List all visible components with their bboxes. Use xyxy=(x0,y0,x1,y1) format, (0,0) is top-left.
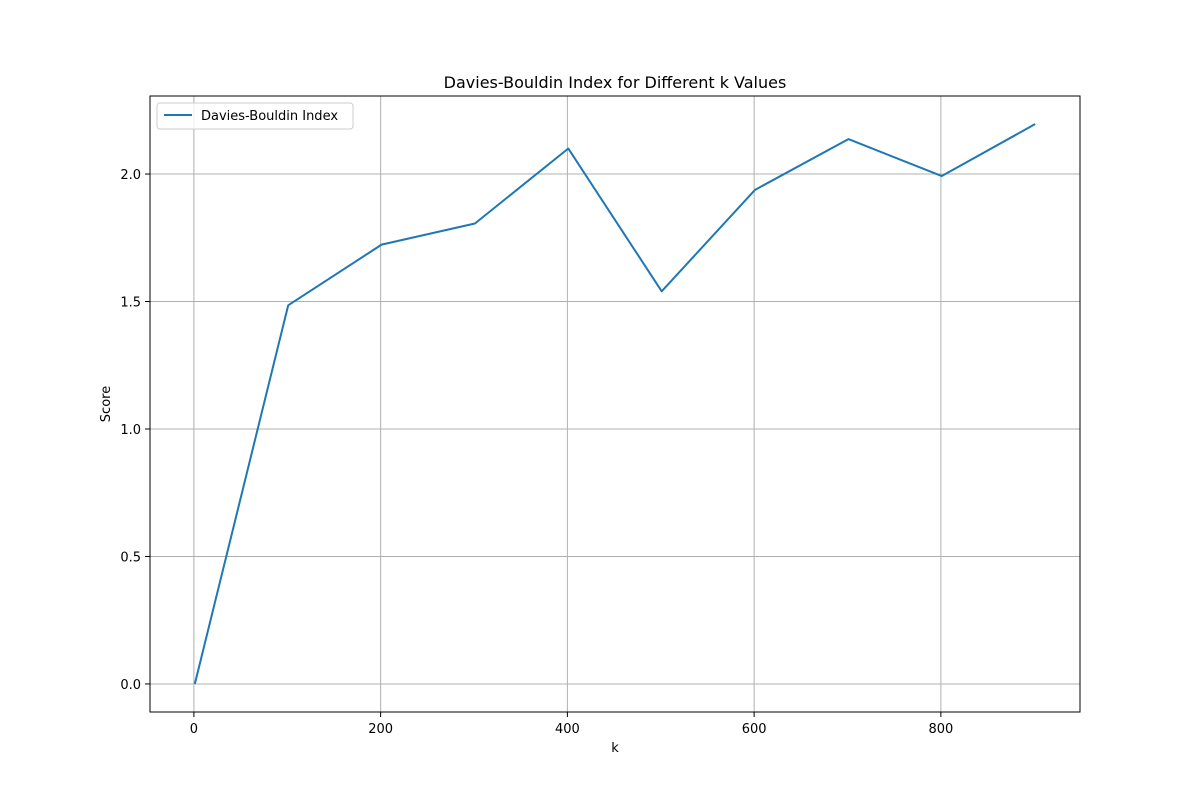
data-point xyxy=(194,683,196,685)
x-axis-ticks: 0 200 400 600 800 xyxy=(190,712,953,737)
data-point xyxy=(474,222,476,224)
chart-title: Davies-Bouldin Index for Different k Val… xyxy=(444,73,787,92)
legend: Davies-Bouldin Index xyxy=(156,102,354,130)
y-tick-label: 1.5 xyxy=(120,296,141,311)
data-point xyxy=(847,138,849,140)
plot-area-frame xyxy=(149,95,1081,713)
y-tick-label: 2.0 xyxy=(120,168,141,183)
x-tick-label: 200 xyxy=(368,722,393,737)
y-axis-ticks: 0.0 0.5 1.0 1.5 2.0 xyxy=(120,168,150,693)
data-point xyxy=(1034,123,1036,125)
data-point xyxy=(287,304,289,306)
x-axis-label: k xyxy=(611,741,619,756)
data-point xyxy=(754,189,756,191)
y-tick-label: 1.0 xyxy=(120,423,141,438)
data-point xyxy=(567,148,569,150)
y-axis-label: Score xyxy=(99,386,114,422)
series-lines xyxy=(193,123,1036,685)
legend-box xyxy=(156,102,354,130)
x-tick-label: 800 xyxy=(928,722,953,737)
data-point xyxy=(661,290,663,292)
series-line-0 xyxy=(193,123,1036,685)
data-point xyxy=(381,244,383,246)
legend-series-label: Davies-Bouldin Index xyxy=(201,109,338,124)
data-point xyxy=(941,175,943,177)
x-tick-label: 0 xyxy=(190,722,198,737)
x-tick-label: 400 xyxy=(555,722,580,737)
y-tick-label: 0.5 xyxy=(120,550,141,565)
x-tick-label: 600 xyxy=(742,722,767,737)
grid xyxy=(150,96,1080,712)
y-tick-label: 0.0 xyxy=(120,678,141,693)
